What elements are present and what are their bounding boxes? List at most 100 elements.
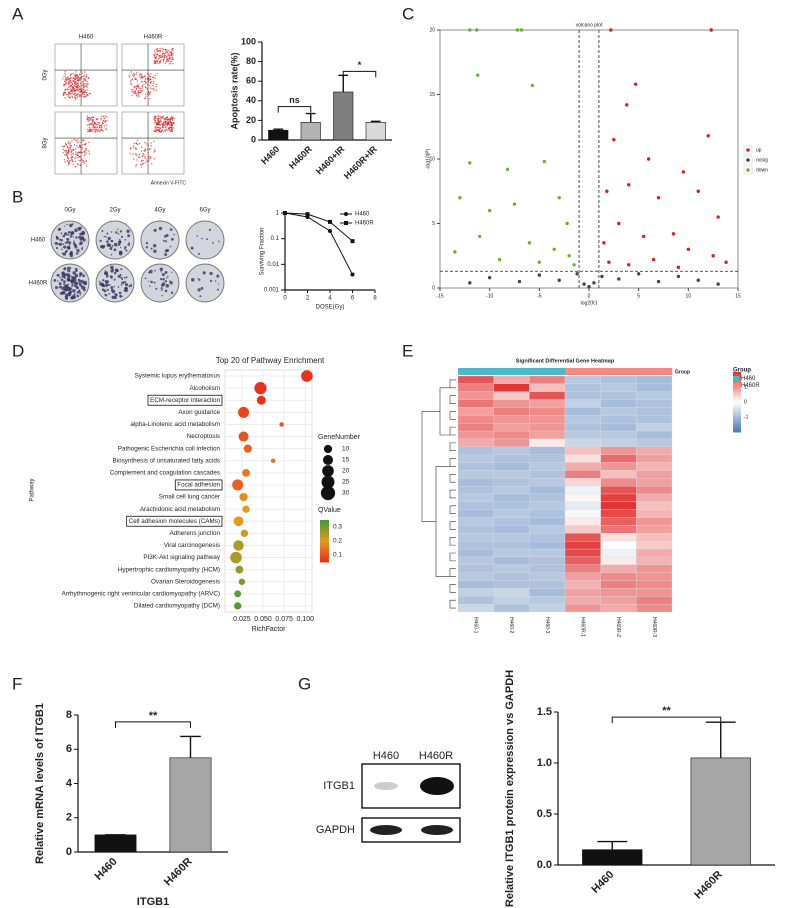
flow-dot — [85, 149, 87, 151]
marker — [283, 211, 287, 215]
heat-cell — [636, 407, 673, 416]
flow-dot — [156, 73, 158, 75]
flow-dot — [134, 91, 137, 93]
flow-dot — [164, 123, 166, 125]
flow-dot — [157, 119, 159, 121]
group-bar — [565, 368, 601, 375]
flow-dot — [71, 89, 73, 91]
flow-x-label: Annexin V-FITC — [151, 180, 187, 186]
flow-dot — [137, 143, 139, 146]
highlight-box — [147, 394, 223, 406]
colony — [62, 246, 65, 249]
flow-dot — [131, 78, 134, 80]
flow-dot — [88, 124, 91, 126]
heat-cell — [636, 525, 673, 534]
flow-dot — [70, 157, 73, 160]
flow-dot — [153, 140, 155, 143]
y-tick-label: 1 — [276, 211, 280, 217]
flow-dot — [70, 73, 72, 76]
colony — [81, 230, 85, 235]
heat-cell — [457, 478, 494, 487]
heat-cell — [600, 391, 637, 400]
flow-dot — [78, 152, 80, 154]
blot-lane-label: H460R — [419, 750, 453, 762]
flow-dot — [65, 143, 67, 146]
flow-dot — [171, 58, 173, 60]
point — [567, 254, 571, 258]
heat-cell — [564, 548, 601, 558]
point — [646, 157, 651, 161]
colony — [63, 283, 66, 286]
flow-dot — [137, 84, 140, 86]
colony — [60, 239, 63, 242]
flow-dot — [153, 56, 156, 58]
flow-dot — [172, 52, 174, 55]
colony — [70, 275, 72, 277]
colony-column-label: 6Gy — [199, 208, 210, 214]
heat-cell — [457, 462, 494, 471]
flow-dot — [69, 143, 71, 145]
color-scale — [320, 538, 329, 542]
blot-lane-label: H460 — [373, 750, 399, 762]
colony — [198, 252, 200, 255]
colony — [169, 228, 173, 231]
x-tick-label: 0.050 — [254, 616, 272, 623]
flow-dot — [172, 119, 174, 122]
heat-cell — [600, 564, 637, 573]
colony — [61, 248, 63, 251]
flow-dot — [79, 156, 81, 158]
flow-dot — [158, 120, 160, 123]
colony — [144, 277, 147, 280]
flow-dot — [82, 160, 84, 162]
point — [716, 282, 720, 286]
x-tick-label: 0.100 — [296, 616, 314, 623]
colony-row-label: H460 — [31, 238, 46, 244]
flow-dot — [69, 75, 72, 77]
color-legend-label: 0.2 — [333, 538, 342, 545]
colony — [78, 235, 82, 239]
heat-cell — [636, 556, 673, 565]
heat-cell — [493, 407, 530, 416]
point — [600, 274, 604, 279]
flow-dot — [137, 156, 140, 159]
colony — [58, 282, 62, 286]
flow-dot — [91, 122, 93, 124]
colony — [57, 280, 59, 282]
blot-band — [374, 782, 398, 790]
y-tick-label: ECM-receptor interaction — [150, 397, 220, 404]
heat-cell — [564, 572, 601, 581]
flow-dot — [86, 80, 88, 83]
color-scale — [733, 417, 741, 420]
colony — [158, 226, 163, 231]
colony — [73, 296, 76, 299]
flow-dot — [65, 154, 67, 156]
flow-dot — [156, 53, 158, 55]
heat-cell — [600, 383, 637, 392]
heat-cell — [636, 501, 673, 510]
colony — [71, 231, 75, 235]
flow-dot — [88, 130, 90, 133]
point — [587, 285, 591, 289]
flow-dot — [64, 70, 67, 73]
heat-cell — [493, 548, 530, 558]
colony — [60, 232, 63, 235]
flow-dot — [155, 121, 158, 124]
flow-dot — [68, 93, 70, 96]
flow-dot — [150, 73, 152, 75]
flow-dot — [158, 124, 160, 126]
flow-dot — [78, 79, 81, 82]
y-tick-label: 4 — [66, 777, 73, 789]
flow-dot — [154, 52, 156, 54]
colony — [65, 296, 68, 300]
color-scale — [320, 541, 329, 544]
flow-dot — [88, 119, 91, 122]
size-legend-label: 15 — [342, 457, 350, 464]
flow-dot — [78, 95, 81, 98]
flow-dot — [68, 83, 70, 85]
legend-label: H460R — [355, 221, 374, 227]
flow-dot — [81, 76, 83, 78]
flow-dot — [142, 159, 144, 162]
flow-dot — [141, 87, 143, 90]
flow-dot — [69, 147, 72, 149]
bubble — [270, 458, 276, 464]
